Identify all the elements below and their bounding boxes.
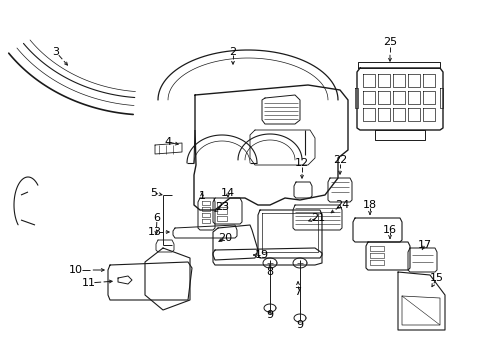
Text: 19: 19 [254,250,268,260]
Text: 13: 13 [148,227,162,237]
Text: 9: 9 [266,310,273,320]
Text: 4: 4 [164,137,171,147]
Text: 21: 21 [310,213,325,223]
Text: 9: 9 [296,320,303,330]
Text: 6: 6 [153,213,160,223]
Text: 16: 16 [382,225,396,235]
Text: 1: 1 [198,191,205,201]
Text: 20: 20 [218,233,232,243]
Text: 7: 7 [294,287,301,297]
Text: 17: 17 [417,240,431,250]
Text: 11: 11 [82,278,96,288]
Text: 3: 3 [52,47,60,57]
Text: 14: 14 [221,188,235,198]
Text: 24: 24 [334,200,348,210]
Text: 15: 15 [429,273,443,283]
Text: 23: 23 [215,202,228,212]
Text: 22: 22 [332,155,346,165]
Text: 18: 18 [362,200,376,210]
Text: 10: 10 [69,265,83,275]
Text: 25: 25 [382,37,396,47]
Text: 12: 12 [294,158,308,168]
Text: 8: 8 [266,267,273,277]
Text: 5: 5 [150,188,157,198]
Text: 2: 2 [229,47,236,57]
